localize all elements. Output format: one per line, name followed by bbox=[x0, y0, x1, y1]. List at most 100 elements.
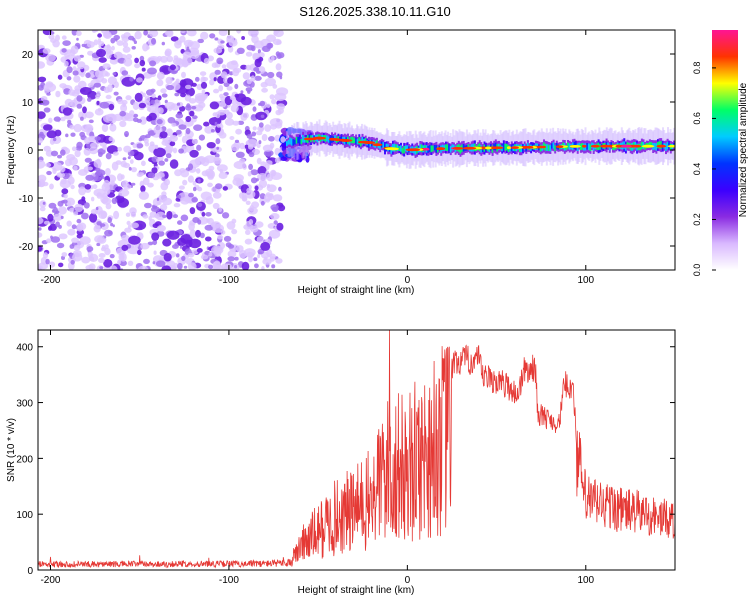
spectrogram-band-core bbox=[382, 142, 385, 149]
spectrogram-noise-cell bbox=[156, 79, 164, 87]
spectrogram-noise-cell bbox=[256, 157, 262, 165]
spectrogram-noise-cell bbox=[129, 207, 137, 215]
colorbar-label: Normalized spectral amplitude bbox=[738, 82, 749, 217]
spectrogram-noise-cell bbox=[166, 55, 174, 63]
spectrogram-noise-cell bbox=[47, 213, 54, 222]
spectrogram-noise-cell bbox=[214, 121, 218, 126]
spectrogram-peak-cell bbox=[506, 146, 512, 150]
spectrogram-noise-cell bbox=[95, 224, 101, 230]
spectrogram-noise-cell bbox=[180, 30, 186, 34]
spectrogram-noise-cell bbox=[94, 235, 105, 244]
spectrogram-noise-cell bbox=[203, 57, 210, 65]
spectrogram-noise-cell bbox=[181, 255, 186, 262]
spectrogram-noise-cell bbox=[156, 197, 160, 201]
spectrogram-noise-cell bbox=[72, 66, 77, 71]
spectrogram-noise-cell bbox=[119, 120, 127, 128]
spectrogram-noise-cell bbox=[64, 52, 71, 58]
spectrogram-band-core bbox=[355, 137, 358, 145]
spectrogram-noise-cell bbox=[252, 126, 257, 131]
spectrogram-noise-cell bbox=[265, 198, 270, 203]
spectrogram-noise-cell bbox=[80, 71, 85, 78]
spectrogram-noise-cell bbox=[139, 59, 146, 67]
spectrogram-noise-cell bbox=[175, 113, 184, 119]
spectrogram-noise-cell bbox=[218, 207, 222, 213]
spectrogram-noise-cell bbox=[111, 45, 115, 51]
spectrogram-noise-cell bbox=[100, 247, 107, 252]
spectrogram-noise-cell bbox=[200, 31, 209, 40]
spectrogram-noise-cell bbox=[234, 139, 240, 143]
spectrogram-noise-cell bbox=[78, 186, 86, 196]
spectrogram-noise-cell bbox=[213, 77, 217, 82]
spectrogram-noise-cell bbox=[112, 151, 119, 156]
spectrogram-noise-cell bbox=[165, 128, 173, 136]
snr-frame bbox=[37, 329, 676, 571]
spectrogram-noise-cell bbox=[166, 230, 180, 240]
spectrogram-band-core bbox=[351, 136, 354, 144]
spectrogram-noise-cell bbox=[86, 246, 94, 252]
spectrogram-noise-cell bbox=[98, 57, 107, 63]
spectrogram-noise-cell bbox=[113, 51, 123, 59]
spectrogram-noise-cell bbox=[120, 160, 127, 168]
spectrogram-noise-cell bbox=[89, 146, 98, 155]
spectrogram-noise-cell bbox=[70, 259, 75, 265]
spectrogram-noise-cell bbox=[204, 125, 214, 134]
spectrogram-noise-cell bbox=[218, 30, 228, 36]
spectrogram-noise-cell bbox=[99, 70, 109, 77]
spectrogram-noise-cell bbox=[234, 265, 238, 269]
spectrogram-noise-cell bbox=[201, 89, 206, 95]
spectrogram-noise-cell bbox=[151, 206, 160, 213]
spectrogram-noise-cell bbox=[38, 174, 47, 183]
spectrogram-noise-cell bbox=[244, 144, 249, 149]
spectrogram-noise-cell bbox=[129, 159, 134, 165]
spectrogram-noise-cell bbox=[147, 172, 156, 179]
spectrogram-noise-cell bbox=[247, 30, 259, 37]
spectrogram-noise-cell bbox=[48, 34, 55, 40]
spectrogram-noise-cell bbox=[55, 210, 60, 214]
spectrogram-band-core bbox=[401, 148, 404, 154]
spectrogram-noise-cell bbox=[231, 143, 240, 152]
spectrogram-noise-cell bbox=[191, 197, 198, 203]
spectrogram-noise-cell bbox=[224, 118, 235, 126]
spectrogram-noise-cell bbox=[188, 222, 195, 231]
colorbar-tick-label: 0.0 bbox=[692, 264, 702, 277]
spectrogram-noise-cell bbox=[240, 64, 248, 70]
spectrogram-noise-cell bbox=[158, 160, 165, 166]
spectrogram-noise-cell bbox=[114, 81, 119, 88]
spectrogram-noise-cell bbox=[136, 118, 142, 123]
spectrogram-noise-cell bbox=[155, 260, 166, 268]
spectrogram-noise-cell bbox=[111, 197, 118, 205]
spectrogram-noise-cell bbox=[96, 100, 100, 106]
spectrogram-onset-cell bbox=[285, 153, 294, 158]
spectrogram-noise-cell bbox=[95, 206, 99, 211]
spectrogram-noise-cell bbox=[245, 87, 253, 92]
spectrogram-noise-cell bbox=[96, 242, 101, 247]
spectrogram-noise-cell bbox=[93, 175, 102, 182]
spectrogram-x-axis-label: Height of straight line (km) bbox=[298, 285, 415, 296]
spectrogram-noise-cell bbox=[60, 178, 67, 185]
spectrogram-noise-cell bbox=[266, 184, 277, 193]
spectrogram-noise-cell bbox=[46, 238, 52, 244]
spectrogram-noise-cell bbox=[166, 210, 173, 220]
spectrogram-noise-cell bbox=[67, 119, 72, 124]
spectrogram-noise-cell bbox=[160, 182, 169, 191]
spectrogram-noise-cell bbox=[123, 57, 133, 67]
spectrogram-onset-cell bbox=[280, 156, 288, 161]
spectrogram-noise-cell bbox=[162, 214, 167, 218]
spectrogram-noise-cell bbox=[42, 252, 49, 259]
spectrogram-noise-cell bbox=[271, 99, 277, 105]
spectrogram-noise-cell bbox=[75, 30, 82, 36]
spectrogram-noise-cell bbox=[100, 211, 107, 219]
spectrogram-noise-cell bbox=[196, 168, 201, 174]
spectrogram-noise-cell bbox=[53, 213, 63, 221]
spectrogram-noise-cell bbox=[107, 84, 113, 93]
spectrogram-noise-cell bbox=[64, 98, 73, 107]
spectrogram-noise-cell bbox=[213, 88, 220, 94]
spectrogram-noise-cell bbox=[93, 82, 102, 88]
spectrogram-noise-cell bbox=[147, 182, 154, 188]
spectrogram-noise-cell bbox=[270, 172, 283, 181]
spectrogram-noise-cell bbox=[76, 37, 79, 41]
spectrogram-noise-cell bbox=[278, 186, 282, 192]
spectrogram-noise-cell bbox=[45, 162, 52, 168]
spectrogram-noise-cell bbox=[170, 36, 179, 42]
y-tick-label: 10 bbox=[22, 98, 34, 109]
